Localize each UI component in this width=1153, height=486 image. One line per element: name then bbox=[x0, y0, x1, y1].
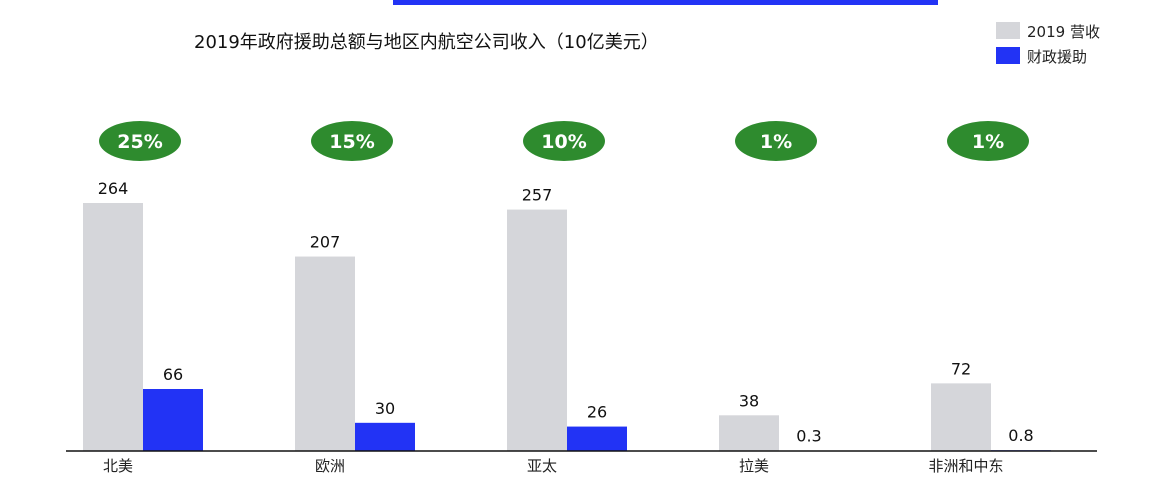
percent-badge-2 bbox=[523, 121, 605, 161]
bar-revenue-4 bbox=[931, 383, 991, 451]
bar-aid-0 bbox=[143, 389, 203, 451]
chart-title: 2019年政府援助总额与地区内航空公司收入（10亿美元） bbox=[194, 32, 659, 53]
value-label-revenue-0: 264 bbox=[98, 179, 129, 198]
legend: 2019 营收 财政援助 bbox=[996, 22, 1100, 66]
bar-revenue-2 bbox=[507, 209, 567, 451]
bar-aid-2 bbox=[567, 426, 627, 451]
percent-label-2: 10% bbox=[541, 131, 586, 153]
bar-revenue-3 bbox=[719, 415, 779, 451]
value-label-aid-2: 26 bbox=[587, 403, 607, 422]
bar-revenue-1 bbox=[295, 256, 355, 451]
percent-label-3: 1% bbox=[760, 131, 792, 153]
value-label-aid-3: 0.3 bbox=[796, 427, 821, 446]
legend-label-aid: 财政援助 bbox=[1027, 48, 1087, 66]
percent-badge-0 bbox=[99, 121, 181, 161]
value-label-aid-0: 66 bbox=[163, 365, 183, 384]
legend-swatch-revenue bbox=[996, 22, 1020, 39]
category-label-4: 非洲和中东 bbox=[928, 457, 1003, 475]
legend-swatch-aid bbox=[996, 47, 1020, 64]
value-label-revenue-1: 207 bbox=[310, 233, 341, 252]
value-label-aid-1: 30 bbox=[375, 399, 395, 418]
percent-label-4: 1% bbox=[972, 131, 1004, 153]
value-label-aid-4: 0.8 bbox=[1008, 426, 1033, 445]
legend-label-revenue: 2019 营收 bbox=[1027, 23, 1100, 41]
value-label-revenue-4: 72 bbox=[951, 359, 971, 378]
bar-revenue-0 bbox=[83, 203, 143, 451]
bar-aid-1 bbox=[355, 422, 415, 451]
category-label-3: 拉美 bbox=[739, 457, 769, 475]
percent-badge-3 bbox=[735, 121, 817, 161]
percent-label-0: 25% bbox=[117, 131, 162, 153]
category-label-0: 北美 bbox=[103, 457, 133, 475]
percent-badge-1 bbox=[311, 121, 393, 161]
percent-badge-4 bbox=[947, 121, 1029, 161]
value-label-revenue-3: 38 bbox=[739, 391, 759, 410]
category-label-2: 亚太 bbox=[527, 457, 557, 475]
category-label-1: 欧洲 bbox=[315, 457, 345, 475]
plot-area: 264 66 北美 25% 207 30 欧洲 15% 257 26 亚太 10% 38 0.3 拉美 1% 7… bbox=[83, 121, 1051, 475]
percent-label-1: 15% bbox=[329, 131, 374, 153]
value-label-revenue-2: 257 bbox=[522, 186, 553, 205]
top-accent-strip bbox=[393, 0, 938, 5]
